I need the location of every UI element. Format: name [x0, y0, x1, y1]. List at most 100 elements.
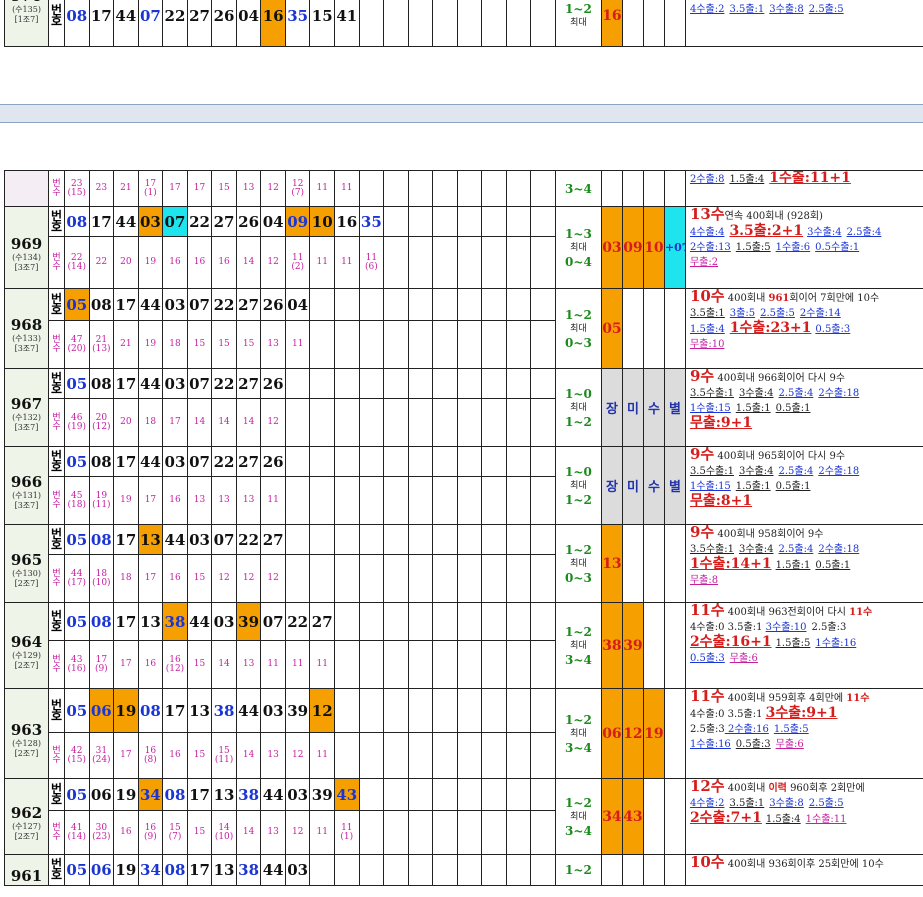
empty-cell [334, 854, 360, 886]
sub-count: 22 (14) [64, 236, 90, 289]
empty-cell [505, 732, 532, 779]
round-sub2: [2조7] [14, 831, 39, 841]
empty-cell [334, 288, 360, 321]
lotto-number: 06 [88, 688, 115, 733]
note-segment: 1.5출:5 [775, 638, 811, 649]
sub-count: 19 [137, 236, 164, 289]
sub-count: 43 (16) [64, 640, 90, 689]
empty-cell [505, 640, 532, 689]
note-line: 4수출:2 3.5출:1 3수출:8 2.5출:5 [690, 796, 923, 811]
lotto-number: 27 [186, 0, 213, 47]
sub-value: 20 [95, 412, 108, 423]
sub-count: 16 (12) [162, 640, 188, 689]
empty-cell [383, 602, 409, 641]
sub-count: 17 [162, 398, 188, 447]
round-sub1: (수130) [12, 568, 41, 578]
sub-paren: (11) [214, 754, 234, 765]
note-cell: 10수 400회내 961회이어 7회만에 10수 3.5출:1 3출:5 2.5출:… [684, 288, 923, 369]
lotto-number: 13 [137, 602, 164, 641]
sub-value: 19 [144, 339, 157, 349]
status-cell: 장 [600, 446, 623, 525]
note-line: 4수출:0 3.5출:1 3수출:10 2.5출:3 [690, 620, 923, 635]
note-cell: 2수출:8 1.5출:4 1수출:11+1 [684, 170, 923, 207]
empty-cell [432, 854, 458, 886]
sub-value: 16 [120, 827, 132, 837]
note-line: 2수출:16+1 1.5출:5 1수출:16 [690, 635, 923, 651]
range-max-label: 최대 [570, 17, 587, 28]
empty-cell [642, 288, 665, 369]
lotto-number: 07 [162, 206, 188, 237]
note-segment: 무출:10 [689, 339, 725, 350]
sub-value: 23 [71, 178, 83, 189]
empty-cell [383, 320, 409, 369]
round-sub1: (수133) [12, 333, 41, 343]
note-line: 10수 400회내 936회이후 25회만에 10수 [690, 856, 923, 873]
lotto-number: 22 [211, 446, 237, 477]
empty-cell [407, 732, 434, 779]
range-max-label: 최대 [570, 640, 587, 651]
lotto-number: 06 [88, 854, 115, 886]
note-segment: 3.5출:1 [729, 4, 765, 15]
sub-value: 17 [144, 495, 157, 505]
empty-cell [481, 236, 507, 289]
note-line: 3.5수출:1 3수출:4 2.5출:4 2수출:18 [690, 542, 923, 557]
sub-value: 15 [169, 822, 181, 833]
round-sub1: (수134) [12, 252, 41, 262]
lotto-number: 38 [235, 778, 262, 811]
note-line: 9수 400회내 966회이어 다시 9수 [690, 370, 923, 387]
empty-cell [358, 288, 385, 321]
sub-value: 15 [193, 750, 206, 760]
sub-value: 13 [267, 827, 279, 837]
sub-paren: (1) [340, 831, 354, 842]
sub-value: 15 [218, 183, 230, 193]
top-table: 970(수135)[1조7]번호081744072227260416351541… [4, 0, 923, 47]
sub-value: 13 [267, 750, 279, 760]
sub-value: 21 [95, 334, 108, 345]
sub-paren: (10) [214, 831, 234, 842]
lotto-number: 26 [260, 368, 286, 399]
empty-cell [407, 810, 434, 855]
lotto-number: 07 [137, 0, 164, 47]
lotto-number: 08 [64, 206, 90, 237]
empty-cell [663, 854, 686, 886]
empty-cell [481, 320, 507, 369]
note-segment: 3.5수출:1 [689, 388, 734, 399]
note-segment: 3수출:4 [738, 388, 774, 399]
sub-paren: (20) [67, 343, 87, 354]
sub-count: 14 (10) [211, 810, 237, 855]
lotto-number: 26 [260, 446, 286, 477]
sub-count: 17 [137, 476, 164, 525]
note-segment: 9수 [689, 446, 715, 463]
sub-paren: (2) [291, 261, 305, 272]
empty-cell [456, 446, 483, 477]
sub-count: 20 [113, 398, 139, 447]
sub-count: 18 [162, 320, 188, 369]
sub-value: 14 [193, 417, 206, 427]
lotto-number: 15 [309, 0, 336, 47]
empty-cell [456, 778, 483, 811]
lotto-number: 17 [88, 0, 115, 47]
lotto-number: 04 [260, 206, 286, 237]
sub-value: 11 [341, 257, 353, 267]
sub-count: 31 (24) [88, 732, 115, 779]
note-segment: 2.5출:3 [689, 724, 725, 735]
lotto-number: 07 [186, 368, 213, 399]
empty-cell [505, 320, 532, 369]
sub-value: 11 [267, 659, 279, 669]
range-top: 1~2 [565, 712, 592, 727]
empty-cell [481, 732, 507, 779]
empty-cell [309, 320, 336, 369]
lotto-number: 07 [211, 524, 237, 555]
sub-count: 18 [113, 554, 139, 603]
empty-cell [383, 446, 409, 477]
sub-value: 12 [218, 573, 230, 583]
sub-paren: (7) [291, 187, 305, 198]
sub-value: 22 [71, 252, 83, 263]
note-line: 3.5출:1 3출:5 2.5출:5 2수출:14 [690, 306, 923, 321]
row-label: 번호 [48, 688, 65, 733]
hit-number: 03 [600, 206, 623, 289]
note-segment: 3출:5 [729, 308, 756, 319]
sub-count: 14 [211, 640, 237, 689]
sub-count: 11 [334, 236, 360, 289]
hit-number: 34 [600, 778, 623, 855]
